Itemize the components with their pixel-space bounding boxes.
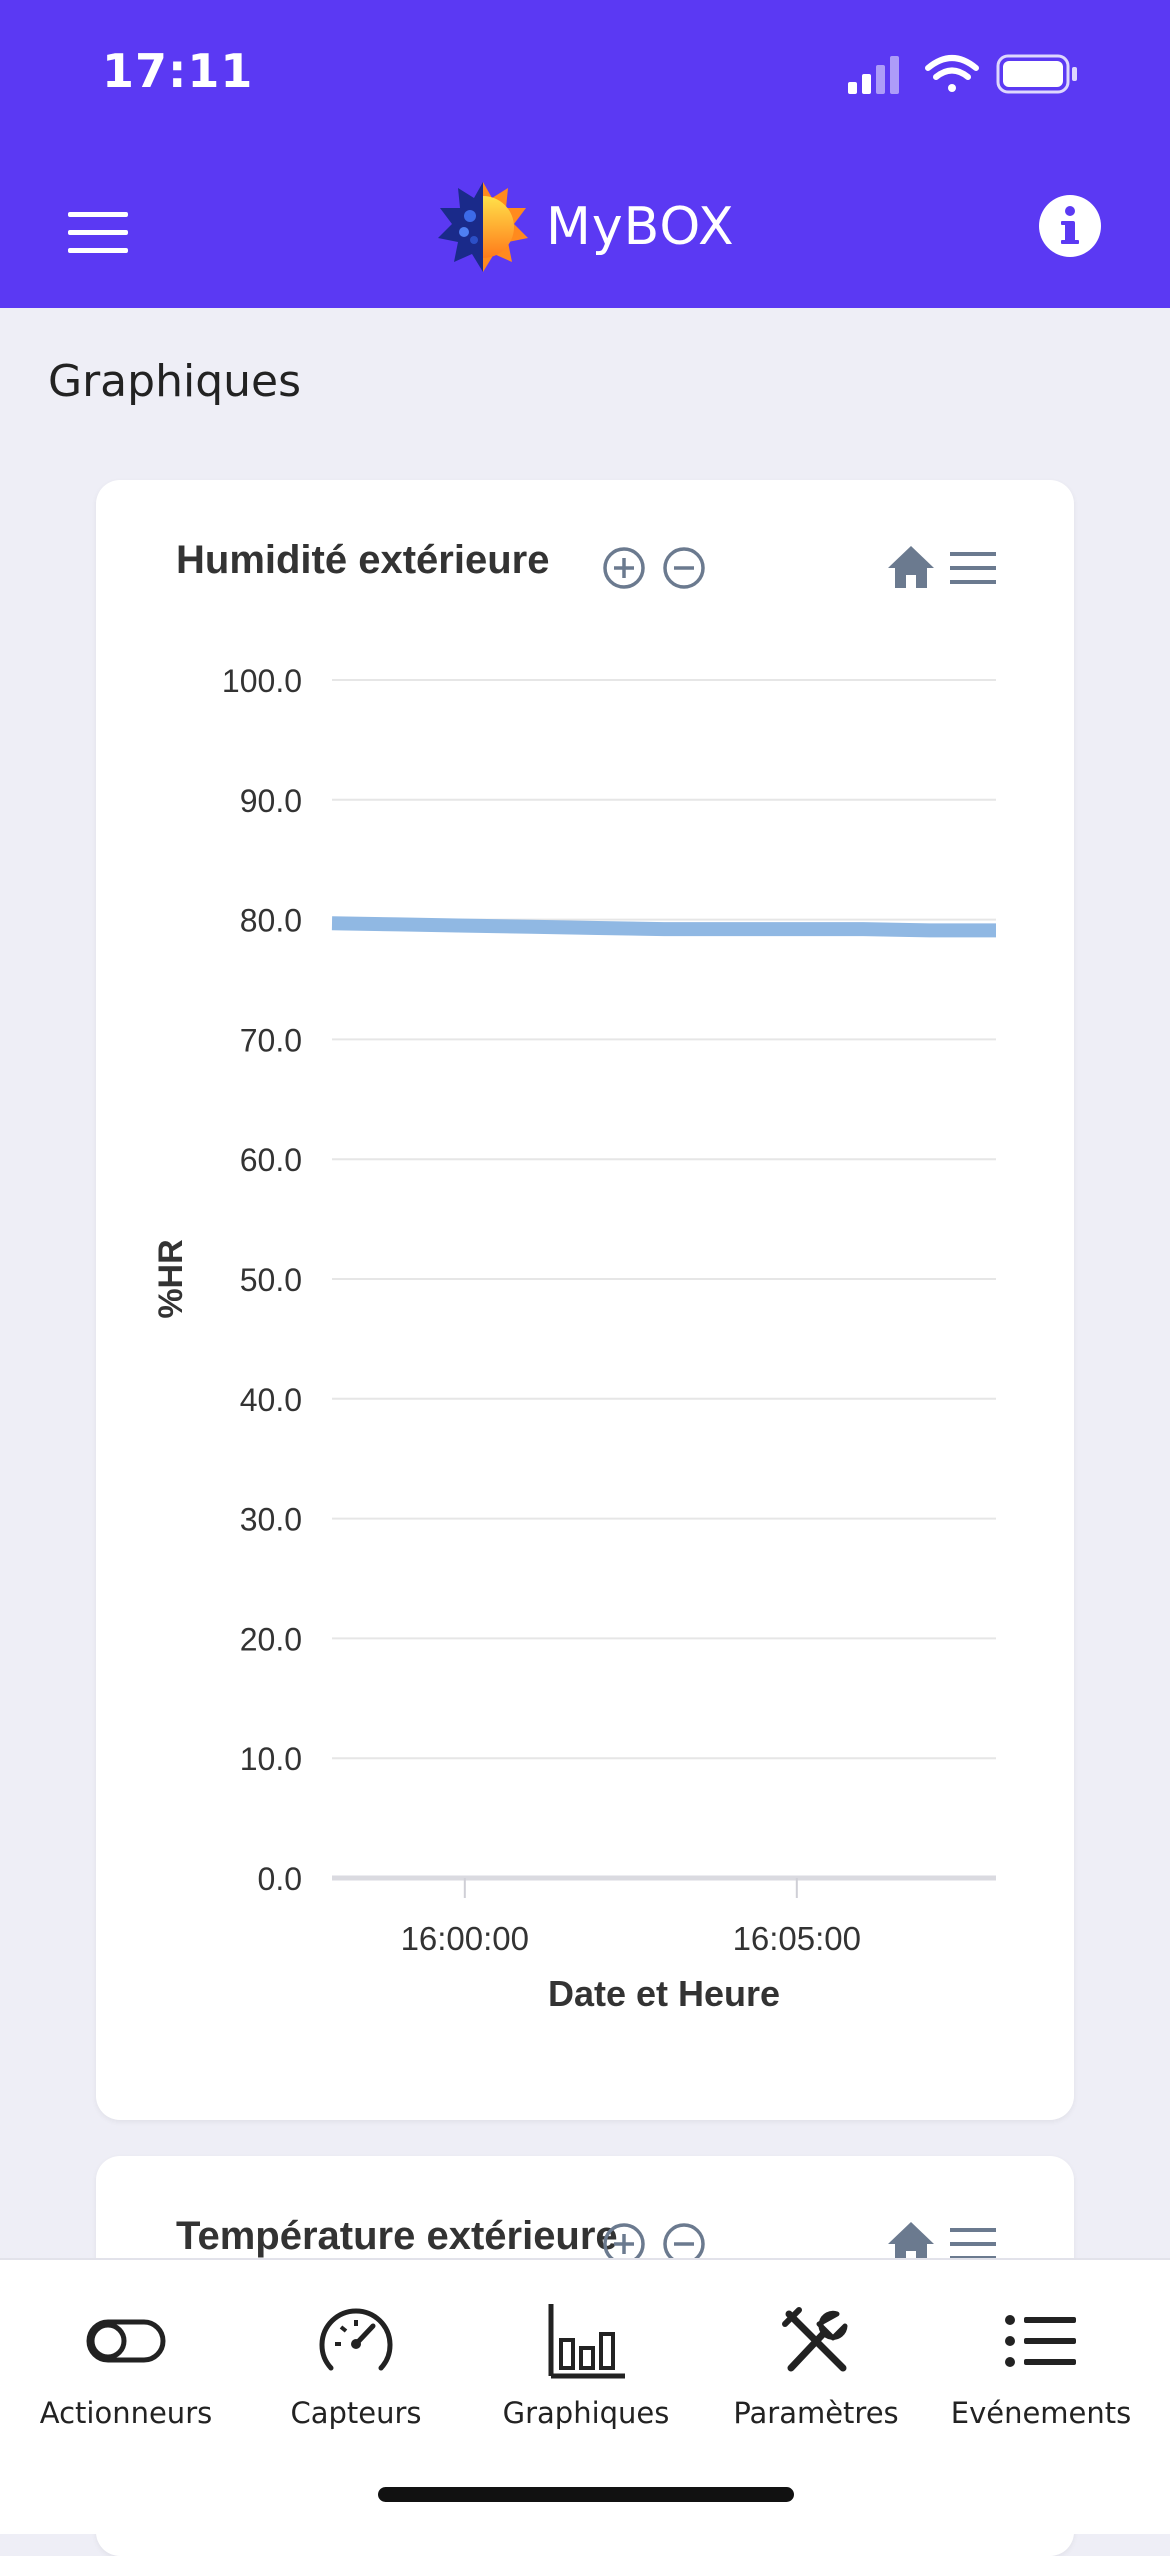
zoom-out-icon[interactable] (662, 546, 706, 590)
home-reset-icon[interactable] (886, 2218, 936, 2268)
cellular-signal-icon (848, 56, 899, 94)
zoom-in-icon[interactable] (602, 546, 646, 590)
hamburger-menu-icon[interactable] (60, 200, 140, 264)
page-title: Graphiques (48, 356, 301, 407)
toggle-icon (86, 2319, 166, 2363)
y-tick-label: 50.0 (240, 1262, 302, 1298)
humidity-line-chart: 0.0 10.0 20.0 30.0 40.0 50.0 60.0 70.0 80.0 90.0 1… (152, 663, 996, 2014)
y-tick-label: 90.0 (240, 783, 302, 819)
y-tick-label: 20.0 (240, 1621, 302, 1657)
tools-icon (782, 2307, 848, 2372)
y-axis-title: %HR (152, 1239, 190, 1318)
nav-item-graphiques[interactable]: Graphiques (471, 2296, 701, 2430)
chart-title: Humidité extérieure (176, 538, 550, 582)
chart-title: Température extérieure (176, 2214, 618, 2258)
app-header: MyBOX (0, 150, 1170, 308)
chart-card-humidity: Humidité extérieure 0.0 10.0 20.0 30.0 40.0 5… (96, 480, 1074, 2120)
brand: MyBOX (434, 172, 735, 282)
nav-item-actionneurs[interactable]: Actionneurs (11, 2296, 241, 2430)
nav-item-evenements[interactable]: Evénements (926, 2296, 1156, 2430)
y-tick-label: 70.0 (240, 1022, 302, 1058)
y-tick-label: 40.0 (240, 1382, 302, 1418)
status-bar: 17:11 (0, 0, 1170, 150)
battery-icon (996, 54, 1077, 94)
y-tick-label: 60.0 (240, 1142, 302, 1178)
home-reset-icon[interactable] (886, 542, 936, 592)
status-icons (848, 54, 1077, 94)
series-line (331, 916, 996, 938)
y-tick-label: 80.0 (240, 903, 302, 939)
x-tick-label: 16:00:00 (401, 1920, 529, 1957)
gauge-icon (319, 2308, 393, 2371)
info-icon[interactable] (1038, 194, 1102, 258)
y-tick-label: 100.0 (222, 663, 302, 699)
nav-label: Graphiques (502, 2396, 670, 2430)
nav-label: Evénements (950, 2396, 1132, 2430)
home-indicator[interactable] (378, 2487, 794, 2502)
wifi-icon (925, 55, 979, 92)
x-axis-title: Date et Heure (548, 1973, 780, 2014)
chart-menu-icon[interactable] (948, 546, 998, 590)
nav-label: Paramètres (733, 2396, 899, 2430)
bar-chart-icon (548, 2304, 625, 2379)
mybox-logo-icon (438, 182, 528, 272)
y-tick-label: 0.0 (258, 1861, 302, 1897)
nav-item-parametres[interactable]: Paramètres (701, 2296, 931, 2430)
nav-label: Capteurs (290, 2396, 422, 2430)
app-name: MyBOX (546, 197, 735, 257)
status-time: 17:11 (102, 44, 254, 98)
nav-label: Actionneurs (39, 2396, 213, 2430)
y-tick-label: 10.0 (240, 1741, 302, 1777)
y-tick-label: 30.0 (240, 1502, 302, 1538)
x-tick-label: 16:05:00 (733, 1920, 861, 1957)
list-icon (1005, 2315, 1076, 2367)
nav-item-capteurs[interactable]: Capteurs (241, 2296, 471, 2430)
